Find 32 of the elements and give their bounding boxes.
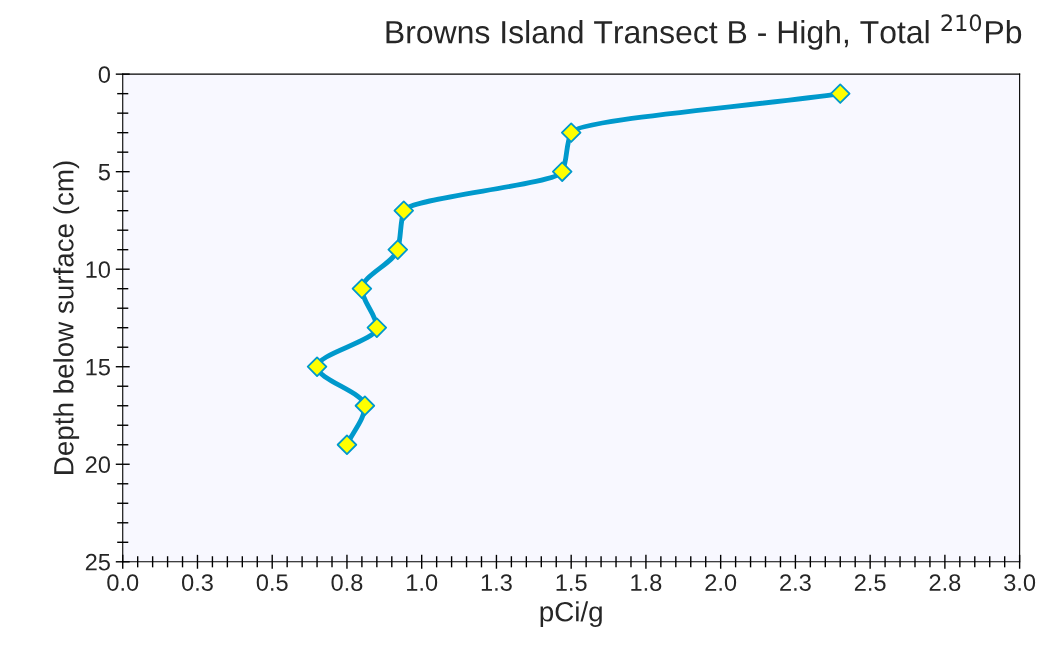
x-tick-label: 1.3 xyxy=(481,574,512,591)
x-tick-label: 0.8 xyxy=(331,574,363,591)
y-tick-label: 15 xyxy=(86,359,110,376)
point xyxy=(393,200,414,221)
x-tick-label: 2.8 xyxy=(929,574,961,591)
x-tick-label: 3.0 xyxy=(1004,574,1036,591)
x-tick-label: 0.0 xyxy=(107,574,139,591)
point xyxy=(306,356,328,377)
y-tick-label: 0 xyxy=(98,66,111,83)
y-tick-label: 20 xyxy=(85,456,111,474)
chart-title: Browns Island Transect B - High, Total $^{210}$Pb xyxy=(386,14,1022,50)
point xyxy=(336,434,358,455)
y-axis-title: Depth below surface (cm) xyxy=(53,161,80,474)
point xyxy=(366,317,388,338)
x-tick-label: 2.0 xyxy=(705,574,737,591)
point xyxy=(351,278,373,299)
y-tick-label: 10 xyxy=(86,261,111,278)
x-tick-label: 1.0 xyxy=(407,574,438,591)
point xyxy=(560,122,582,143)
point xyxy=(387,239,409,260)
x-tick-label: 2.5 xyxy=(854,574,886,591)
point xyxy=(354,395,376,416)
x-tick-label: 1.5 xyxy=(556,574,587,591)
x-axis-title: pCi/g xyxy=(540,601,602,628)
y-tick-label: 5 xyxy=(98,163,110,181)
y-tick-label: 25 xyxy=(85,553,110,571)
x-tick-label: 1.8 xyxy=(631,574,662,591)
point xyxy=(830,83,851,104)
x-tick-label: 2.3 xyxy=(780,574,811,591)
x-tick-label: 0.5 xyxy=(256,574,288,591)
x-tick-label: 0.3 xyxy=(181,574,213,591)
point xyxy=(551,161,573,182)
